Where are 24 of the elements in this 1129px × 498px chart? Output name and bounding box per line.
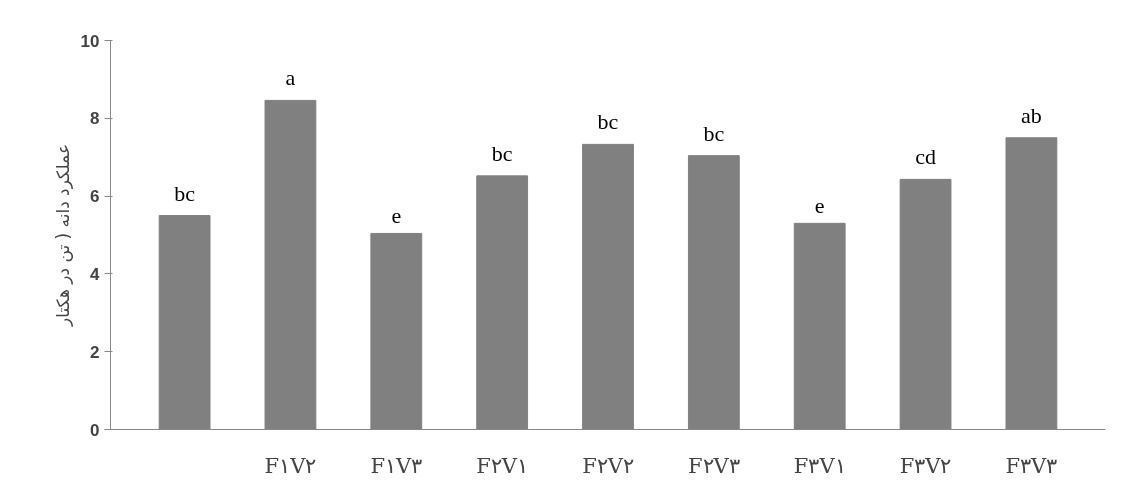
x-tick-label: F۳V۳ bbox=[1005, 453, 1058, 478]
y-tick-label: 2 bbox=[90, 342, 100, 362]
x-tick-label: F۲V۳ bbox=[687, 453, 740, 478]
y-tick-label: 4 bbox=[90, 264, 101, 284]
x-tick-label: F۳V۲ bbox=[899, 453, 952, 478]
data-label: bc bbox=[703, 120, 725, 146]
data-label: bc bbox=[174, 180, 196, 206]
data-label: a bbox=[285, 65, 296, 91]
y-tick-label: 8 bbox=[90, 109, 100, 129]
data-label: bc bbox=[491, 140, 513, 166]
x-tick-label: F۲V۲ bbox=[582, 453, 634, 478]
y-axis-title: عملکرد دانه ( تن در هکتار bbox=[52, 143, 73, 328]
x-tick-label: F۳V۱ bbox=[793, 453, 846, 478]
data-label: cd bbox=[915, 144, 936, 170]
y-tick-label: 0 bbox=[90, 420, 100, 440]
data-label: e bbox=[814, 193, 825, 219]
y-tick-label: 6 bbox=[90, 187, 100, 207]
data-label: ab bbox=[1021, 102, 1042, 128]
x-tick-label: F۱V۲ bbox=[264, 453, 317, 478]
data-label: bc bbox=[597, 109, 619, 135]
data-label: e bbox=[391, 203, 402, 229]
x-tick-label: F۱V۳ bbox=[370, 453, 423, 478]
y-tick-label: 10 bbox=[80, 31, 100, 51]
x-tick-label: F۲V۱ bbox=[476, 453, 529, 478]
